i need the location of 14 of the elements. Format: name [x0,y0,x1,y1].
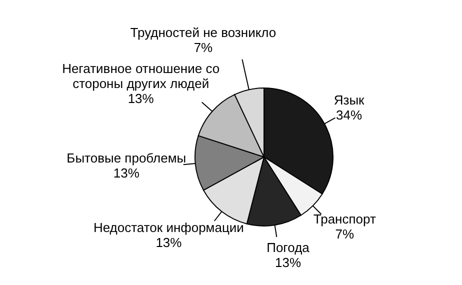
legend-label: Негативное отношение со стороны других людей [62,61,220,92]
slice-label: Язык [334,92,365,108]
data-label: 7% [194,40,214,55]
slice-label: Недостаток информации [93,220,244,236]
data-label: 13% [113,165,140,180]
slice-label: Погода [266,240,310,255]
data-label: 13% [128,91,154,106]
slice-label: Бытовые проблемы [66,150,186,166]
data-label: 7% [335,226,354,242]
slice-label: Транспорт [313,212,376,227]
slice-label: Трудностей не возникло [130,24,276,40]
data-label: 13% [275,254,302,270]
data-label: 13% [156,235,182,250]
data-label: 34% [336,108,363,123]
